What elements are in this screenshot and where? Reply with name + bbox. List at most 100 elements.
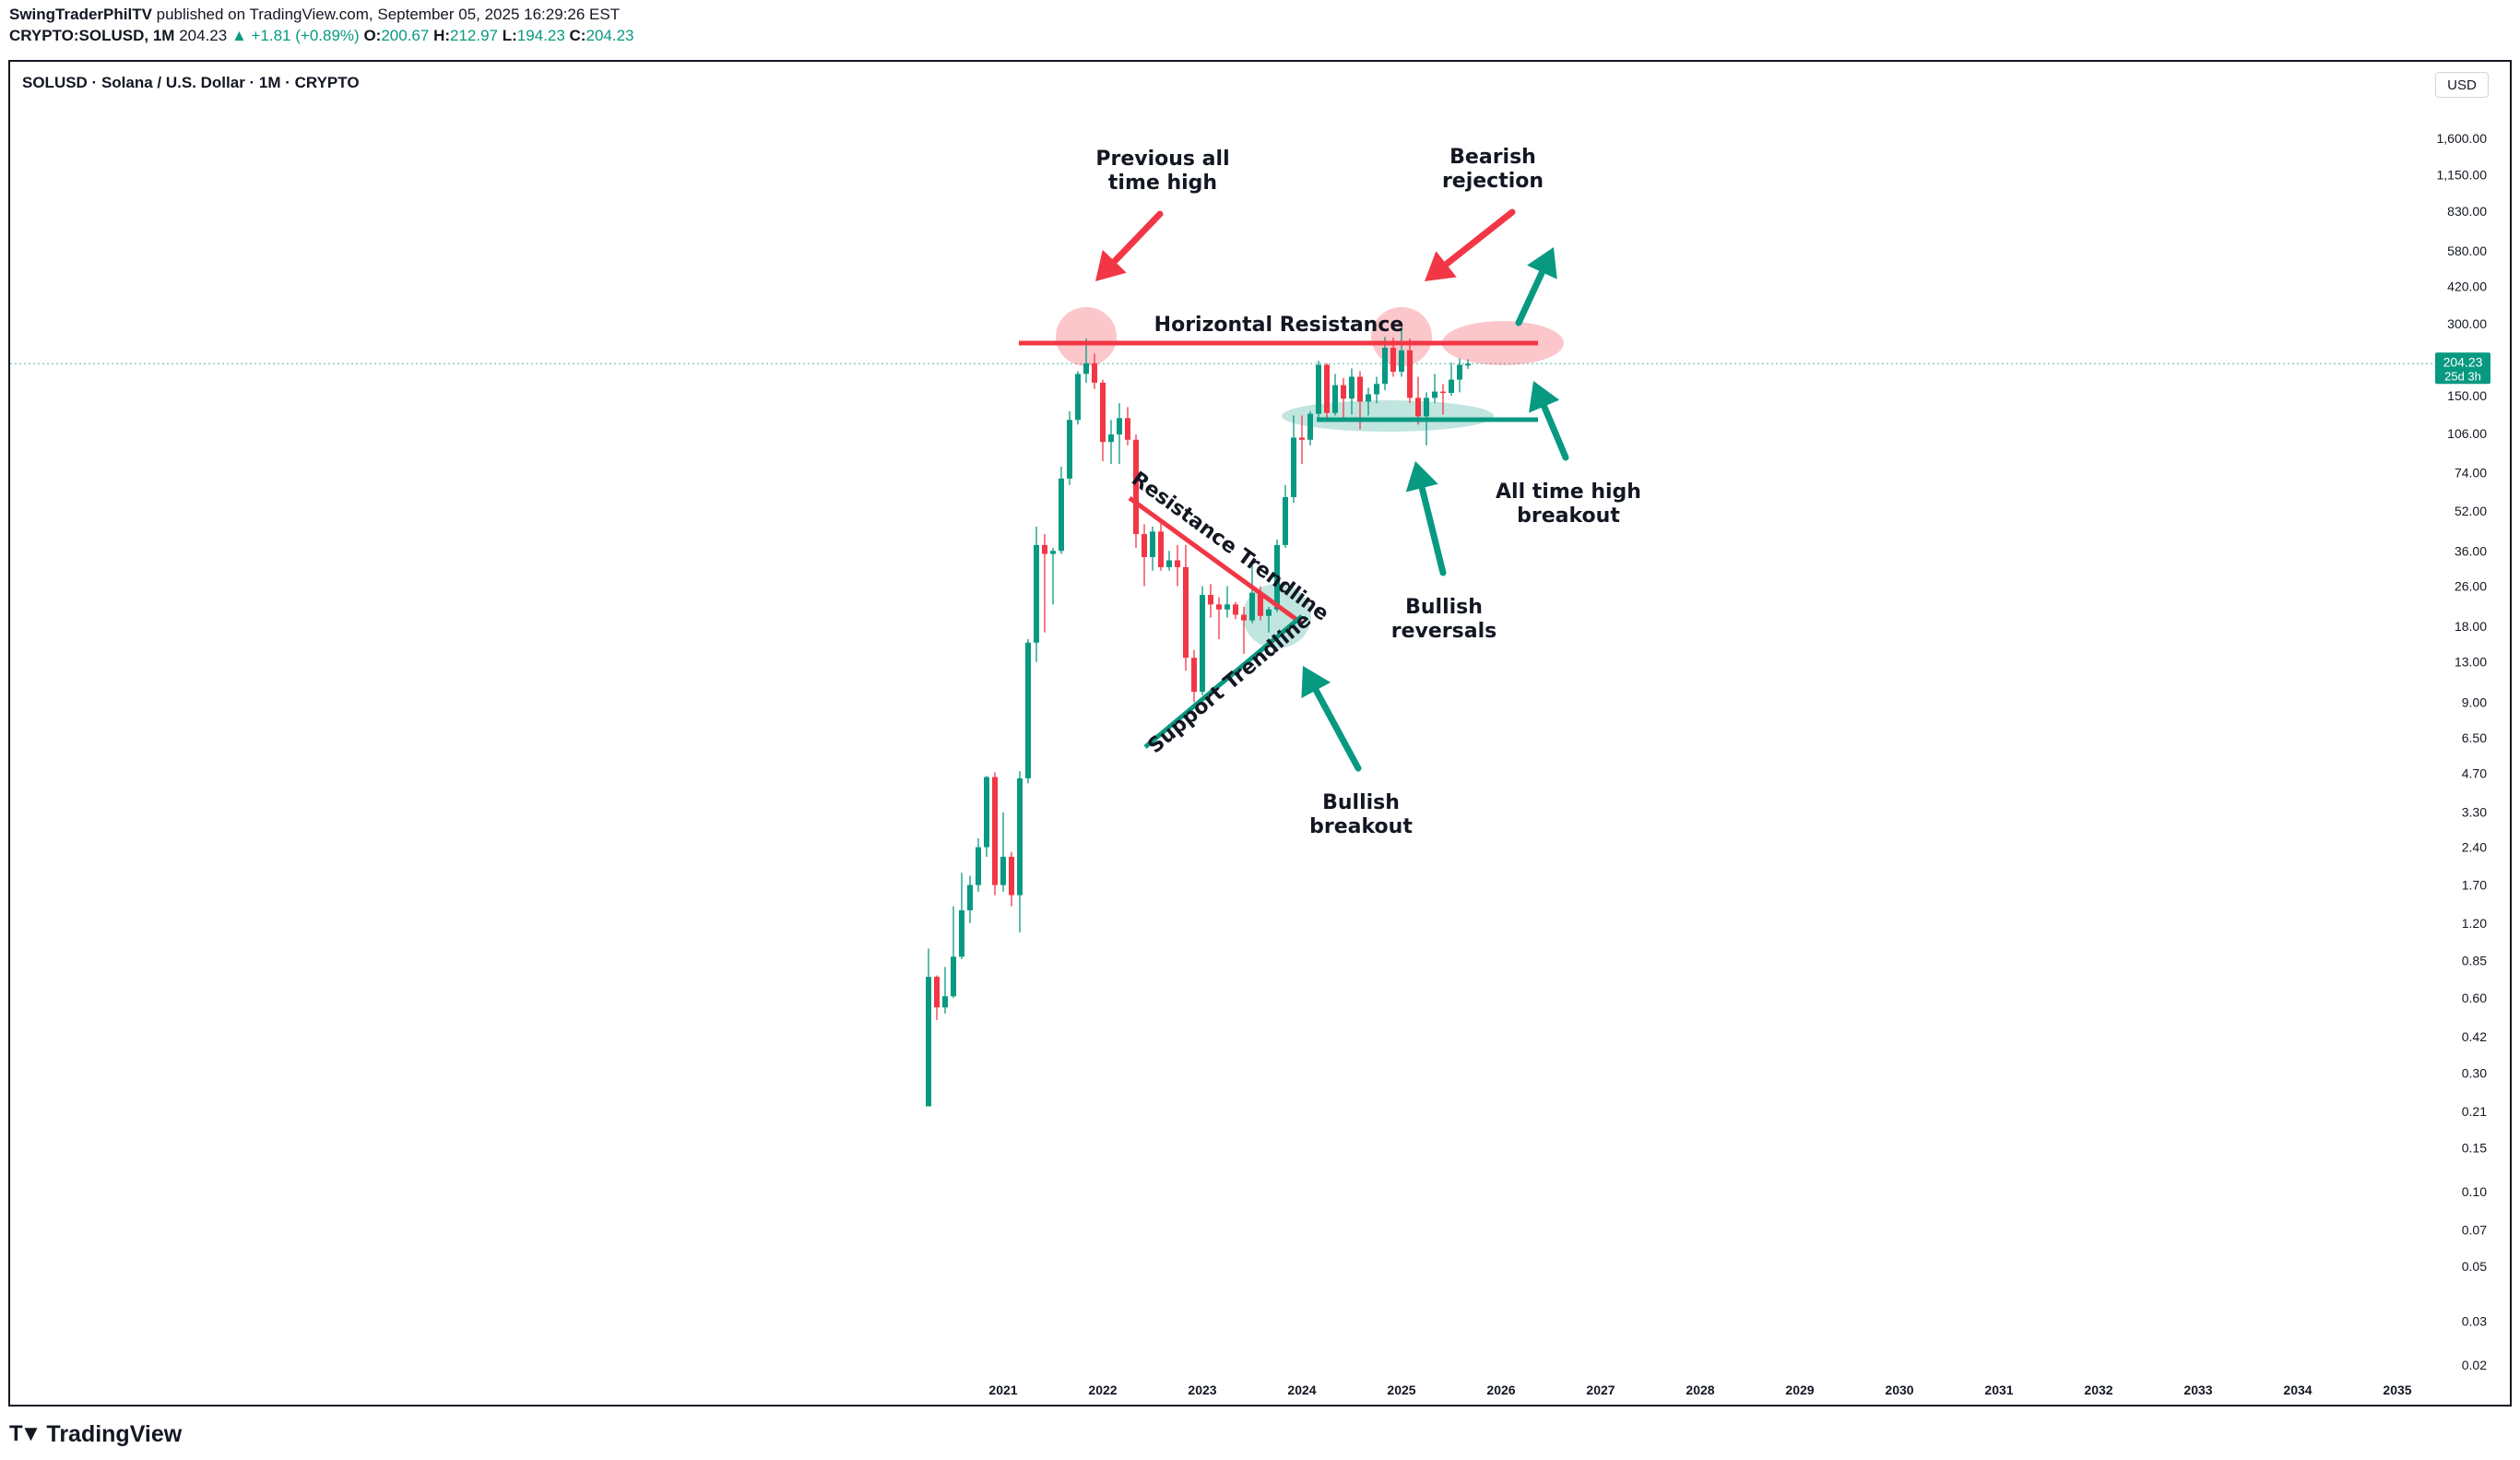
x-tick-label: 2029 <box>1785 1383 1814 1397</box>
candle-body <box>967 884 973 910</box>
y-tick-label: 0.10 <box>2462 1184 2487 1199</box>
candle-body <box>1366 394 1371 402</box>
candle-body <box>1059 478 1064 552</box>
candle-body <box>1349 376 1355 399</box>
tradingview-logo[interactable]: T▼ TradingView <box>9 1419 182 1449</box>
candle-body <box>1299 437 1305 440</box>
x-tick-label: 2025 <box>1387 1383 1415 1397</box>
annotation-text-line: rejection <box>1442 170 1544 193</box>
candle-body <box>1150 531 1155 558</box>
x-tick-label: 2031 <box>1984 1383 2013 1397</box>
y-tick-label: 52.00 <box>2455 504 2487 518</box>
candle <box>959 872 964 959</box>
y-tick-label: 26.00 <box>2455 579 2487 594</box>
candle-body <box>1208 595 1213 605</box>
breakout-up-arrow <box>1515 247 1557 326</box>
candle-body <box>992 777 998 885</box>
candle <box>1000 812 1006 892</box>
candle <box>1133 434 1139 549</box>
arrow-head <box>1095 249 1127 281</box>
candle <box>1175 544 1180 587</box>
close-label: C: <box>569 27 586 44</box>
candle-body <box>1249 592 1255 621</box>
candle <box>1291 415 1296 504</box>
candle-body <box>1042 544 1047 554</box>
candle-body <box>1216 604 1222 610</box>
candle <box>1009 851 1014 907</box>
x-tick-label: 2032 <box>2084 1383 2112 1397</box>
candle <box>951 906 956 999</box>
annotation-text-line: reversals <box>1391 620 1497 643</box>
candle-body <box>1050 551 1056 554</box>
candle-body <box>1316 364 1321 414</box>
y-tick-label: 300.00 <box>2447 316 2487 331</box>
annotation-text-line: time high <box>1108 172 1217 195</box>
candle-body <box>1357 376 1363 402</box>
annotation-text-line: Bullish <box>1322 791 1400 814</box>
y-tick-label: 6.50 <box>2462 730 2487 745</box>
ohlc-legend: CRYPTO:SOLUSD, 1M 204.23 ▲ +1.81 (+0.89%… <box>9 27 633 45</box>
candle-body <box>1341 385 1346 399</box>
x-tick-label: 2028 <box>1686 1383 1714 1397</box>
candle <box>1449 362 1454 396</box>
candle <box>1307 410 1313 445</box>
y-tick-label: 3.30 <box>2462 805 2487 820</box>
candle <box>1440 384 1446 415</box>
candle <box>1025 639 1031 784</box>
candle <box>1283 484 1288 549</box>
annotation-text-line: Bullish <box>1405 596 1483 619</box>
y-tick-label: 1.70 <box>2462 878 2487 893</box>
high-label: H: <box>433 27 451 44</box>
candle-body <box>1415 398 1421 417</box>
candle-body <box>1175 560 1180 567</box>
candle <box>1100 379 1106 462</box>
annotation-text-line: Previous all <box>1095 148 1229 171</box>
y-tick-label: 580.00 <box>2447 243 2487 258</box>
price-badge-box <box>2435 352 2490 385</box>
publish-info: SwingTraderPhilTV published on TradingVi… <box>9 6 620 24</box>
ath-highlight <box>1056 307 1117 366</box>
candle-body <box>1158 531 1164 567</box>
candle-body <box>1092 362 1097 383</box>
author-name[interactable]: SwingTraderPhilTV <box>9 6 152 23</box>
candle <box>1349 368 1355 415</box>
y-tick-label: 0.03 <box>2462 1314 2487 1329</box>
high-value: 212.97 <box>450 27 499 44</box>
y-tick-label: 0.85 <box>2462 953 2487 967</box>
bullish-breakout-arrow <box>1301 666 1362 772</box>
candle <box>1158 519 1164 571</box>
candle-body <box>926 977 931 1107</box>
annotation-text-line: Bearish <box>1449 146 1536 169</box>
y-tick-label: 0.30 <box>2462 1065 2487 1080</box>
x-tick-label: 2027 <box>1586 1383 1615 1397</box>
candle <box>1407 338 1413 404</box>
candle-body <box>1191 658 1197 693</box>
y-tick-label: 150.00 <box>2447 388 2487 403</box>
candle-body <box>1424 398 1429 417</box>
arrow-shaft <box>1418 484 1447 576</box>
y-tick-label: 1.20 <box>2462 916 2487 931</box>
candle <box>1274 539 1280 612</box>
candle <box>1166 551 1172 571</box>
candle-body <box>951 956 956 997</box>
reversal-arrow <box>1405 461 1447 576</box>
candle-body <box>1332 385 1338 413</box>
arrow-shaft <box>1111 210 1164 265</box>
candle-body <box>1142 534 1147 558</box>
x-tick-label: 2022 <box>1088 1383 1117 1397</box>
candle <box>1075 371 1081 425</box>
open-label: O: <box>363 27 382 44</box>
y-tick-label: 1,600.00 <box>2437 131 2488 146</box>
y-tick-label: 0.02 <box>2462 1358 2487 1372</box>
brand-name: TradingView <box>46 1420 183 1447</box>
y-tick-label: 2.40 <box>2462 840 2487 855</box>
candle-body <box>976 847 981 885</box>
candle-body <box>1225 604 1230 610</box>
candle <box>1465 359 1471 369</box>
arrow-shaft <box>1541 403 1569 461</box>
arrow-shaft <box>1312 686 1362 772</box>
currency-button[interactable]: USD <box>2435 72 2489 98</box>
